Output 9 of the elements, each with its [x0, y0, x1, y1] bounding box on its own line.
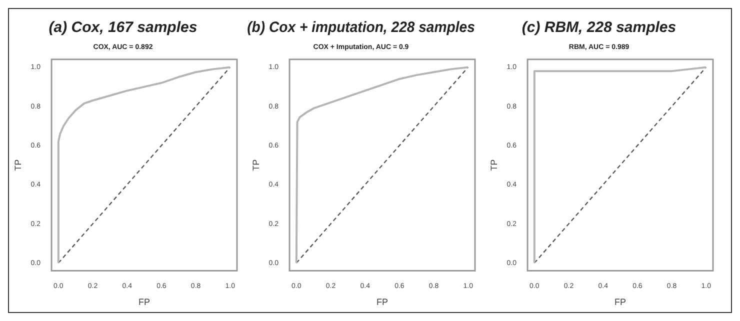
chart-title: (b) Cox + imputation, 228 samples [247, 20, 475, 36]
y-axis-title: TP [250, 159, 261, 171]
chart-title: (c) RBM, 228 samples [522, 19, 676, 36]
y-axis-title: TP [12, 159, 23, 171]
x-axis-title: FP [614, 297, 626, 308]
x-axis-title: FP [376, 297, 388, 308]
y-axis-title: TP [488, 159, 499, 171]
x-axis-title: FP [138, 297, 150, 308]
chart-title: (a) Cox, 167 samples [48, 19, 198, 36]
